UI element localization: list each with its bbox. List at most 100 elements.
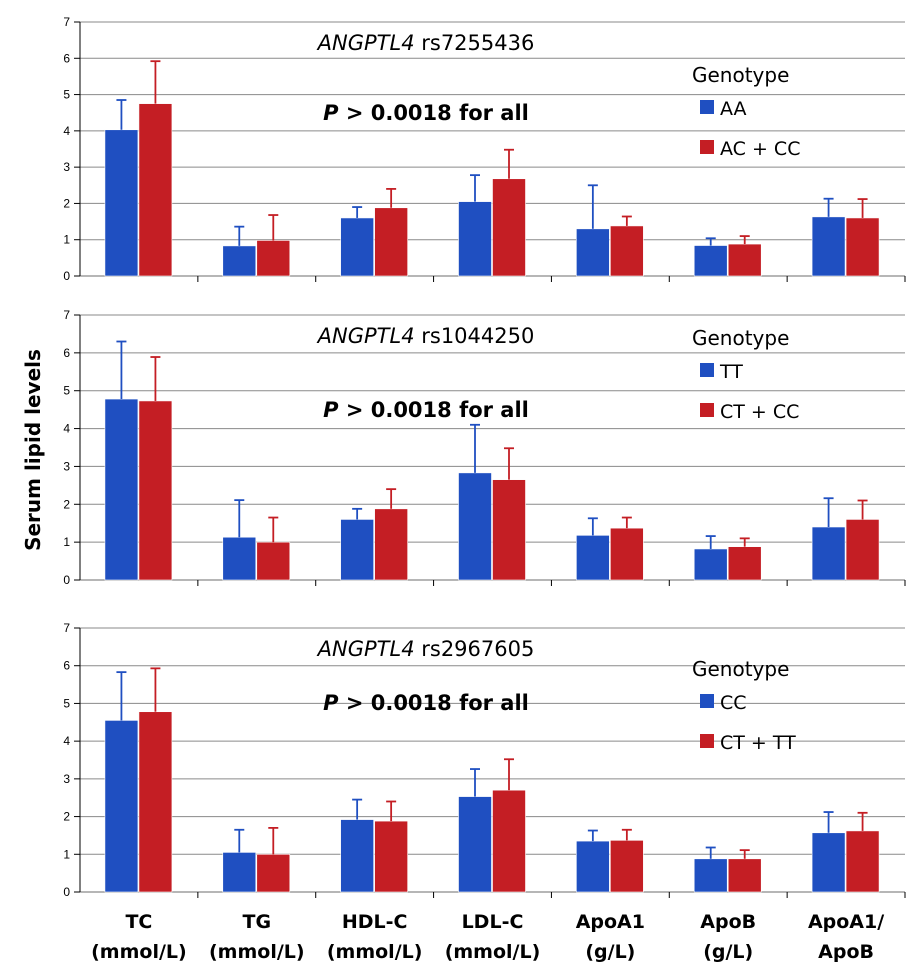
y-tick-label: 4	[63, 124, 70, 138]
p-symbol: P	[323, 691, 339, 715]
category-label-line1: ApoA1	[576, 911, 645, 933]
panel-1: 0 1 2 3 4 5 6 7 ANGPTL4 rs7255436 P > 0.0018 for …	[63, 15, 906, 283]
y-tick-label: 4	[63, 734, 70, 748]
y-tick-label: 1	[63, 535, 70, 549]
y-tick-label: 5	[63, 88, 70, 102]
bar-aa	[222, 245, 257, 277]
bar-ct-cc	[492, 479, 526, 581]
y-tick-label: 6	[63, 659, 70, 673]
category-label-line1: TG	[243, 911, 272, 933]
y-tick-label: 7	[63, 15, 70, 29]
bar-ac-cc	[845, 217, 880, 277]
bar-ac-cc	[727, 243, 762, 277]
panel-2: 0 1 2 3 4 5 6 7 ANGPTL4 rs1044250 P > 0.0018 for …	[63, 308, 906, 587]
bar-cc	[811, 832, 846, 893]
bar-ct-tt	[138, 711, 173, 893]
bar-tt	[693, 548, 728, 581]
bar-ct-tt	[610, 840, 644, 893]
y-tick-label: 5	[63, 384, 70, 398]
p-value-text: > 0.0018 for all	[339, 101, 529, 125]
y-axis-label: Serum lipid levels	[21, 349, 45, 551]
p-value-annotation: P > 0.0018 for all	[323, 398, 529, 422]
y-tick-label: 3	[63, 160, 70, 174]
bar-aa	[576, 228, 610, 277]
snp-id: rs7255436	[415, 31, 535, 55]
y-tick-label: 0	[63, 573, 70, 587]
bar-ac-cc	[256, 240, 291, 277]
category-labels: TC (mmol/L) TG (mmol/L) HDL-C (mmol/L) LDL-C (m…	[91, 911, 884, 963]
y-tick-label: 1	[63, 233, 70, 247]
y-tick-label: 7	[63, 308, 70, 322]
bar-ac-cc	[374, 207, 408, 277]
bar-ct-cc	[374, 508, 408, 581]
legend-swatch-ct-cc	[700, 403, 714, 417]
y-tick-label: 6	[63, 51, 70, 65]
y-tick-label: 6	[63, 346, 70, 360]
p-symbol: P	[323, 101, 339, 125]
category-label-line2: (mmol/L)	[91, 941, 187, 963]
category-label-line2: (mmol/L)	[445, 941, 541, 963]
category-label-line1: HDL-C	[342, 911, 408, 933]
y-tick-label: 0	[63, 269, 70, 283]
p-value-annotation: P > 0.0018 for all	[323, 101, 529, 125]
legend-title: Genotype	[692, 63, 789, 87]
legend-label-aa: AA	[720, 98, 747, 120]
y-tick-label: 0	[63, 885, 70, 899]
bar-tt	[340, 519, 374, 581]
panel-3: 0 1 2 3 4 5 6 7 ANGPTL4 rs2967605 P > 0.0018 for …	[63, 621, 906, 899]
legend-label-ac-cc: AC + CC	[720, 138, 800, 160]
legend-swatch-ct-tt	[700, 734, 714, 748]
bar-cc	[458, 796, 492, 893]
category-label-line2: (mmol/L)	[327, 941, 423, 963]
legend-label-tt: TT	[719, 361, 743, 383]
bar-ct-tt	[492, 789, 526, 893]
gene-name: ANGPTL4	[316, 31, 415, 55]
bar-tt	[222, 536, 257, 581]
category-label-line2: (g/L)	[703, 941, 753, 963]
gene-name: ANGPTL4	[316, 324, 415, 348]
category-label-line1: TC	[125, 911, 152, 933]
panel-title: ANGPTL4 rs7255436	[316, 31, 535, 55]
bar-tt	[458, 472, 492, 581]
bar-tt	[104, 398, 139, 581]
category-label-line1: ApoB	[700, 911, 756, 933]
y-tick-label: 2	[63, 810, 70, 824]
bar-aa	[811, 216, 846, 277]
bar-aa	[458, 201, 492, 277]
p-value-text: > 0.0018 for all	[339, 691, 529, 715]
category-label-line1: ApoA1/	[808, 911, 884, 933]
y-tick-label: 4	[63, 422, 70, 436]
bar-ac-cc	[138, 103, 173, 277]
p-value-annotation: P > 0.0018 for all	[323, 691, 529, 715]
bar-ct-cc	[256, 541, 291, 581]
snp-id: rs2967605	[415, 637, 535, 661]
legend-swatch-aa	[700, 100, 714, 114]
bar-ct-cc	[138, 400, 173, 581]
panels-layer: 0 1 2 3 4 5 6 7 ANGPTL4 rs7255436 P > 0.0018 for …	[63, 15, 906, 899]
bar-tt	[576, 535, 610, 581]
bar-cc	[104, 720, 139, 893]
y-tick-label: 3	[63, 772, 70, 786]
legend-label-ct-tt: CT + TT	[720, 732, 796, 754]
bar-cc	[576, 840, 610, 893]
p-symbol: P	[323, 398, 339, 422]
y-tick-label: 2	[63, 196, 70, 210]
legend-label-ct-cc: CT + CC	[720, 401, 799, 423]
bar-cc	[222, 852, 257, 893]
y-tick-label: 5	[63, 696, 70, 710]
category-label-line2: (mmol/L)	[209, 941, 305, 963]
category-label-line2: (g/L)	[585, 941, 635, 963]
snp-id: rs1044250	[415, 324, 535, 348]
bar-ct-tt	[845, 830, 880, 893]
category-label-line2: ApoB	[818, 941, 874, 963]
bar-tt	[811, 526, 846, 581]
panel-title: ANGPTL4 rs2967605	[316, 637, 535, 661]
bar-ct-cc	[727, 546, 762, 581]
legend-swatch-cc	[700, 694, 714, 708]
p-value-text: > 0.0018 for all	[339, 398, 529, 422]
legend-swatch-tt	[700, 363, 714, 377]
legend-title: Genotype	[692, 657, 789, 681]
bar-aa	[693, 245, 728, 277]
gene-name: ANGPTL4	[316, 637, 415, 661]
bar-ac-cc	[492, 178, 526, 277]
